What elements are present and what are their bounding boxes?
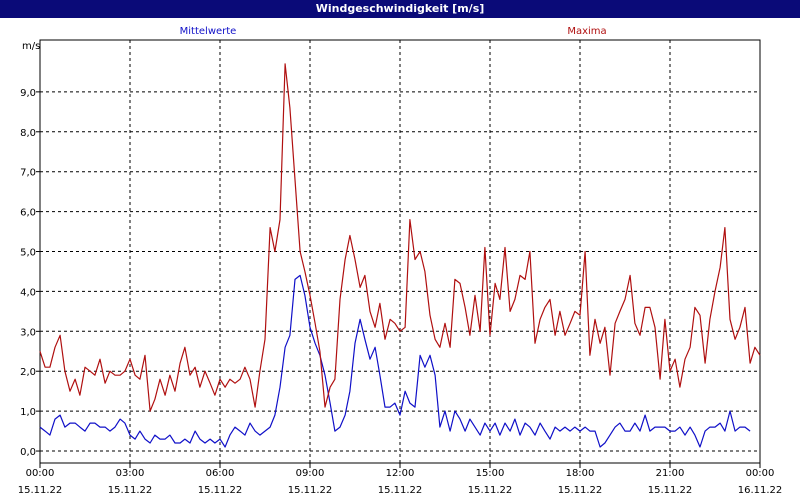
y-axis-ticks: 0,0 1,0 2,0 3,0 4,0 5,0 6,0 7,0 8,0 9,0 [20, 88, 40, 458]
x-tick-date-label: 15.11.22 [198, 485, 243, 496]
x-tick-time-label: 06:00 [206, 468, 235, 479]
x-tick-date-label: 15.11.22 [558, 485, 603, 496]
x-tick-date-label: 15.11.22 [378, 485, 423, 496]
y-tick-label: 4,0 [20, 287, 36, 298]
y-tick-label: 2,0 [20, 367, 36, 378]
grid [40, 40, 760, 463]
y-tick-label: 5,0 [20, 248, 36, 259]
x-tick-date-label: 15.11.22 [108, 485, 153, 496]
series-line-mittelwerte [39, 274, 751, 448]
y-tick-label: 1,0 [20, 407, 36, 418]
x-tick-time-label: 09:00 [296, 468, 325, 479]
x-tick-date-label: 15.11.22 [648, 485, 693, 496]
series [39, 63, 761, 448]
x-tick-time-label: 12:00 [386, 468, 415, 479]
y-axis-label: m/s [22, 41, 40, 52]
x-tick-date-label: 15.11.22 [468, 485, 513, 496]
x-tick-time-label: 00:00 [746, 468, 775, 479]
y-tick-label: 8,0 [20, 128, 36, 139]
chart-title: Windgeschwindigkeit [m/s] [0, 0, 800, 18]
x-tick-time-label: 18:00 [566, 468, 595, 479]
y-tick-label: 7,0 [20, 168, 36, 179]
x-tick-time-label: 21:00 [656, 468, 685, 479]
legend-mittelwerte: Mittelwerte [180, 26, 237, 37]
x-tick-time-label: 03:00 [116, 468, 145, 479]
y-tick-label: 0,0 [20, 447, 36, 458]
y-tick-label: 9,0 [20, 88, 36, 99]
x-tick-date-label: 15.11.22 [18, 485, 63, 496]
legend-maxima: Maxima [567, 26, 606, 37]
x-tick-time-label: 00:00 [26, 468, 55, 479]
y-tick-label: 6,0 [20, 208, 36, 219]
x-tick-date-label: 16.11.22 [738, 485, 783, 496]
y-tick-label: 3,0 [20, 327, 36, 338]
x-tick-date-label: 15.11.22 [288, 485, 333, 496]
x-axis-ticks: 00:00 15.11.22 03:00 15.11.22 06:00 15.11.22 0… [18, 463, 783, 496]
series-line-maxima [39, 63, 761, 412]
x-tick-time-label: 15:00 [476, 468, 505, 479]
